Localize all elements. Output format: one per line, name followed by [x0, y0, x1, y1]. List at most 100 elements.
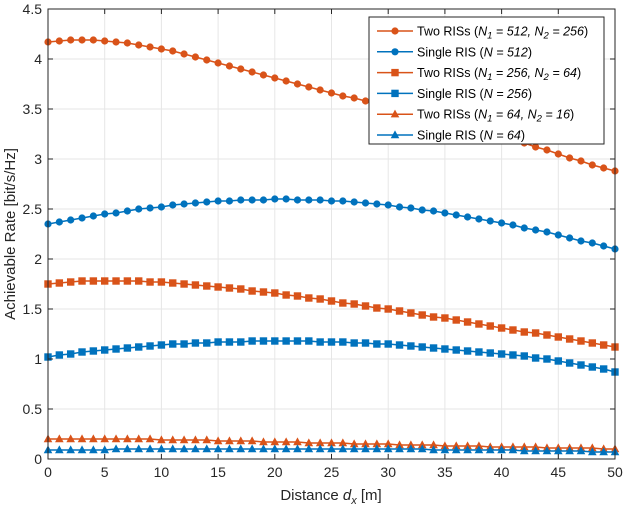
data-point: [214, 59, 222, 67]
legend-item-3: Two RISs (N1 = 256, N2 = 64): [377, 66, 581, 83]
data-point: [112, 209, 120, 217]
data-point: [407, 204, 415, 212]
legend-label-value: = 512: [493, 45, 528, 59]
data-point: [225, 444, 234, 453]
data-point: [565, 446, 574, 455]
data-point: [373, 304, 381, 312]
data-point: [520, 224, 528, 232]
series-6: [43, 444, 620, 456]
data-point: [395, 203, 404, 211]
data-point: [157, 341, 166, 349]
data-point: [123, 277, 132, 285]
data-point: [293, 437, 302, 446]
legend-label-sub: 1: [487, 114, 492, 125]
data-point: [395, 444, 404, 453]
legend-marker: [391, 27, 399, 35]
data-point: [475, 320, 483, 328]
legend-label-text: Single RIS (: [417, 45, 485, 59]
data-point: [350, 300, 358, 308]
data-point: [135, 277, 143, 285]
legend-label-value: = 64,: [492, 108, 527, 122]
series-5: [43, 434, 620, 453]
data-point: [316, 338, 324, 346]
data-point: [508, 445, 518, 454]
data-point: [66, 434, 75, 443]
data-point: [281, 444, 291, 453]
data-point: [417, 440, 427, 449]
x-tick-label: 30: [380, 464, 396, 480]
y-tick-label: 3: [34, 151, 42, 167]
data-point: [350, 94, 358, 102]
data-point: [203, 339, 211, 347]
y-tick-label: 0.5: [23, 401, 43, 417]
data-point: [55, 279, 64, 287]
legend-item-6: Single RIS (N = 64): [377, 129, 525, 143]
data-point: [543, 228, 551, 236]
legend-label-text: ): [577, 66, 581, 80]
y-tick-label: 2: [34, 251, 42, 267]
legend-label-var: N: [484, 87, 494, 101]
ticks: 0 5 10 15 20 25 30 35 40 45 50 0 0.5 1 1.5 2 2.5 3 3.5 4 4.5: [23, 1, 623, 480]
data-point: [339, 299, 347, 307]
x-tick-label: 40: [494, 464, 510, 480]
data-point: [271, 195, 279, 203]
data-point: [463, 318, 472, 326]
legend-label-text: ): [528, 45, 532, 59]
data-point: [532, 226, 540, 234]
data-point: [577, 157, 585, 165]
data-point: [509, 351, 517, 359]
data-point: [384, 305, 392, 313]
x-tick-label: 5: [101, 464, 109, 480]
data-point: [350, 339, 358, 347]
data-point: [135, 205, 143, 213]
data-point: [475, 348, 483, 356]
legend-label-value: = 256: [493, 87, 528, 101]
data-point: [180, 280, 188, 288]
data-point: [145, 434, 155, 443]
data-point: [441, 209, 449, 217]
data-point: [191, 199, 200, 207]
data-point: [588, 363, 597, 371]
data-point: [270, 437, 280, 446]
data-point: [372, 444, 382, 453]
data-point: [452, 346, 460, 354]
data-point: [259, 444, 268, 453]
legend-label-text: Two RISs (: [417, 66, 479, 80]
data-point: [123, 434, 132, 443]
data-point: [316, 86, 324, 94]
data-point: [554, 231, 562, 239]
data-point: [395, 341, 404, 349]
legend-marker: [391, 68, 399, 77]
data-point: [485, 445, 495, 454]
legend-label: Two RISs (N1 = 512, N2 = 256): [417, 25, 588, 42]
data-point: [383, 439, 393, 448]
legend-label: Two RISs (N1 = 256, N2 = 64): [417, 66, 581, 83]
legend-item-4: Single RIS (N = 256): [377, 87, 532, 101]
data-point: [554, 357, 562, 365]
x-tick-label: 50: [607, 464, 623, 480]
data-point: [236, 444, 246, 453]
data-point: [157, 435, 166, 444]
data-point: [395, 307, 404, 315]
y-tick-label: 0: [34, 451, 42, 467]
data-point: [179, 444, 189, 453]
data-point: [282, 195, 290, 203]
data-point: [123, 444, 132, 453]
data-point: [316, 295, 324, 303]
legend-label-text: ): [584, 25, 588, 39]
legend-label-var: N: [535, 66, 545, 80]
legend: Two RISs (N1 = 512, N2 = 256) Single RIS …: [368, 16, 605, 145]
data-point: [384, 340, 392, 348]
data-point: [237, 196, 245, 204]
data-point: [305, 196, 313, 204]
data-point: [497, 445, 506, 454]
data-point: [339, 338, 347, 346]
data-point: [600, 164, 608, 172]
data-point: [338, 444, 348, 453]
data-point: [202, 444, 212, 453]
data-point: [440, 441, 450, 450]
data-point: [576, 446, 586, 455]
x-axis-label: Distance dx [m]: [280, 487, 381, 507]
data-point: [89, 347, 98, 355]
